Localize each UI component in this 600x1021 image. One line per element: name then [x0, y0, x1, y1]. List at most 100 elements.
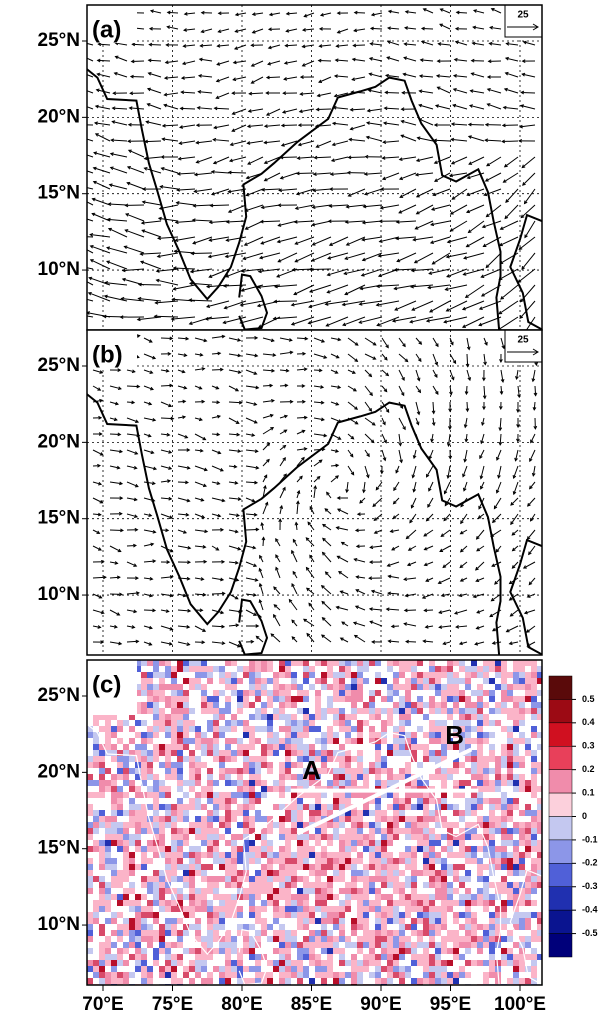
- anomaly-cell: [345, 840, 351, 846]
- anomaly-cell: [471, 792, 477, 798]
- anomaly-cell: [249, 750, 255, 756]
- anomaly-cell: [195, 714, 201, 720]
- anomaly-cell: [333, 882, 339, 888]
- anomaly-cell: [435, 732, 441, 738]
- anomaly-cell: [219, 852, 225, 858]
- anomaly-cell: [111, 762, 117, 768]
- anomaly-cell: [411, 678, 417, 684]
- anomaly-cell: [495, 798, 501, 804]
- anomaly-cell: [201, 780, 207, 786]
- anomaly-cell: [279, 786, 285, 792]
- anomaly-cell: [249, 660, 255, 666]
- anomaly-cell: [495, 762, 501, 768]
- anomaly-cell: [339, 732, 345, 738]
- anomaly-cell: [357, 900, 363, 906]
- anomaly-cell: [291, 660, 297, 666]
- anomaly-cell: [447, 876, 453, 882]
- anomaly-cell: [525, 696, 531, 702]
- anomaly-cell: [243, 792, 249, 798]
- anomaly-cell: [525, 816, 531, 822]
- anomaly-cell: [105, 858, 111, 864]
- anomaly-cell: [87, 768, 93, 774]
- anomaly-cell: [351, 870, 357, 876]
- anomaly-cell: [99, 786, 105, 792]
- anomaly-cell: [423, 876, 429, 882]
- anomaly-cell: [159, 738, 165, 744]
- anomaly-cell: [525, 882, 531, 888]
- anomaly-cell: [387, 816, 393, 822]
- anomaly-cell: [447, 750, 453, 756]
- anomaly-cell: [147, 840, 153, 846]
- anomaly-cell: [495, 666, 501, 672]
- anomaly-cell: [507, 804, 513, 810]
- anomaly-cell: [249, 720, 255, 726]
- anomaly-cell: [291, 780, 297, 786]
- anomaly-cell: [345, 726, 351, 732]
- anomaly-cell: [423, 690, 429, 696]
- anomaly-cell: [471, 852, 477, 858]
- anomaly-cell: [441, 882, 447, 888]
- y-tick-label: 20°N: [38, 106, 80, 127]
- anomaly-cell: [447, 840, 453, 846]
- anomaly-cell: [351, 900, 357, 906]
- anomaly-cell: [507, 894, 513, 900]
- anomaly-cell: [489, 798, 495, 804]
- anomaly-cell: [255, 876, 261, 882]
- anomaly-cell: [117, 840, 123, 846]
- anomaly-cell: [435, 900, 441, 906]
- anomaly-cell: [159, 840, 165, 846]
- anomaly-cell: [345, 684, 351, 690]
- anomaly-cell: [249, 894, 255, 900]
- anomaly-cell: [369, 696, 375, 702]
- anomaly-cell: [147, 738, 153, 744]
- anomaly-cell: [297, 840, 303, 846]
- anomaly-cell: [417, 738, 423, 744]
- anomaly-cell: [417, 792, 423, 798]
- anomaly-cell: [381, 798, 387, 804]
- anomaly-cell: [471, 732, 477, 738]
- anomaly-cell: [369, 678, 375, 684]
- anomaly-cell: [171, 666, 177, 672]
- anomaly-cell: [309, 714, 315, 720]
- anomaly-cell: [411, 732, 417, 738]
- anomaly-cell: [141, 894, 147, 900]
- anomaly-cell: [363, 882, 369, 888]
- anomaly-cell: [225, 864, 231, 870]
- anomaly-cell: [159, 846, 165, 852]
- anomaly-cell: [327, 690, 333, 696]
- anomaly-cell: [351, 690, 357, 696]
- anomaly-cell: [519, 684, 525, 690]
- anomaly-cell: [315, 702, 321, 708]
- anomaly-cell: [231, 828, 237, 834]
- anomaly-cell: [165, 786, 171, 792]
- anomaly-cell: [237, 720, 243, 726]
- anomaly-cell: [399, 900, 405, 906]
- anomaly-cell: [177, 816, 183, 822]
- anomaly-cell: [285, 768, 291, 774]
- wind-vector: [98, 60, 110, 61]
- anomaly-cell: [291, 756, 297, 762]
- anomaly-cell: [111, 906, 117, 912]
- anomaly-cell: [351, 780, 357, 786]
- anomaly-cell: [495, 876, 501, 882]
- anomaly-cell: [483, 660, 489, 666]
- anomaly-cell: [147, 804, 153, 810]
- anomaly-cell: [321, 846, 327, 852]
- anomaly-cell: [207, 798, 213, 804]
- anomaly-cell: [213, 768, 219, 774]
- anomaly-cell: [207, 744, 213, 750]
- anomaly-cell: [501, 876, 507, 882]
- anomaly-cell: [117, 900, 123, 906]
- anomaly-cell: [315, 840, 321, 846]
- anomaly-cell: [477, 732, 483, 738]
- anomaly-cell: [261, 696, 267, 702]
- anomaly-cell: [195, 696, 201, 702]
- anomaly-cell: [231, 882, 237, 888]
- anomaly-cell: [447, 702, 453, 708]
- anomaly-cell: [285, 750, 291, 756]
- anomaly-cell: [219, 750, 225, 756]
- anomaly-cell: [183, 696, 189, 702]
- anomaly-cell: [519, 852, 525, 858]
- anomaly-cell: [171, 720, 177, 726]
- anomaly-cell: [189, 750, 195, 756]
